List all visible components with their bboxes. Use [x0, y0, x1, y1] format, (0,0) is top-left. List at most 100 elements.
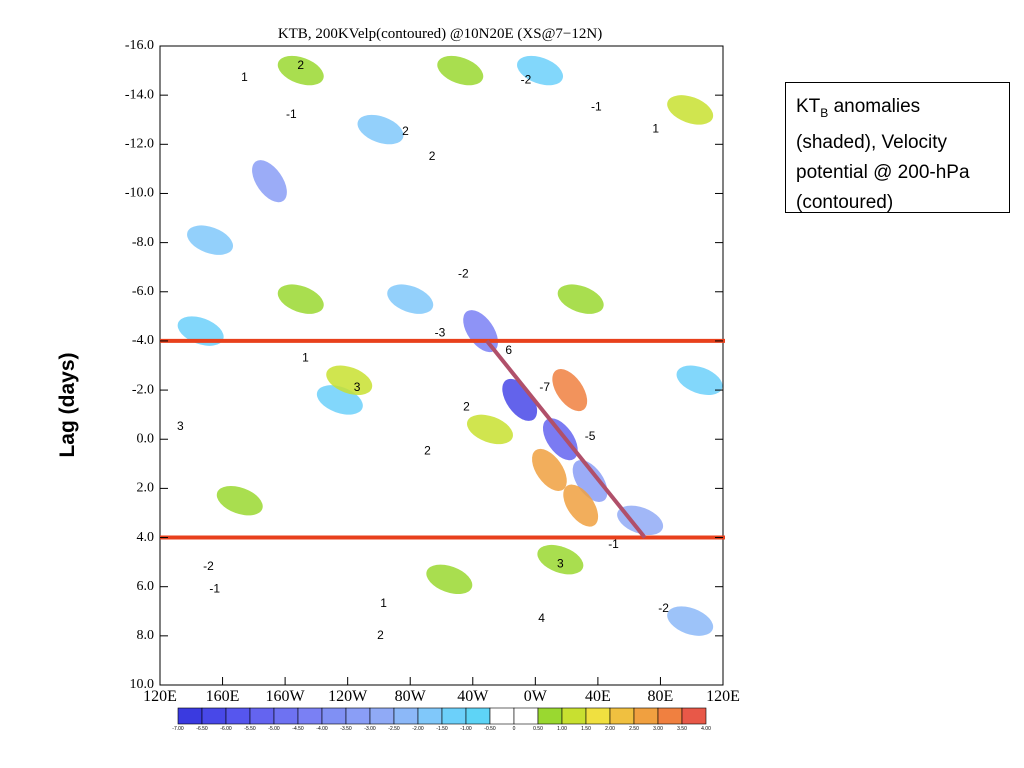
- contour-label: -2: [521, 73, 532, 87]
- x-tick-label: 0W: [524, 688, 548, 705]
- shaded-anomaly: [357, 114, 404, 145]
- colorbar-label: -6.00: [220, 726, 232, 732]
- contour-label: -3: [435, 326, 446, 340]
- colorbar-label: -7.00: [172, 726, 184, 732]
- contour-label: 2: [424, 444, 431, 458]
- colorbar-label: -5.50: [244, 726, 256, 732]
- x-tick-label: 160W: [266, 688, 306, 705]
- contour-label: 4: [538, 611, 545, 625]
- contour-label: 3: [557, 557, 564, 571]
- y-tick-label: -2.0: [132, 382, 154, 397]
- colorbar-swatch: [681, 707, 707, 725]
- contour-label: -5: [585, 429, 596, 443]
- colorbar-label: -2.00: [412, 726, 424, 732]
- shaded-anomaly: [542, 418, 578, 461]
- shaded-anomaly: [552, 369, 588, 412]
- x-tick-label: 120E: [143, 688, 177, 705]
- y-tick-label: -10.0: [125, 186, 154, 201]
- colorbar-swatch: [297, 707, 323, 725]
- shaded-anomaly: [563, 484, 599, 527]
- shaded-anomaly: [252, 160, 287, 203]
- chart-title: KTB, 200KVelp(contoured) @10N20E (XS@7−1…: [278, 26, 602, 42]
- shaded-anomaly: [437, 55, 484, 86]
- shaded-anomaly: [216, 485, 263, 516]
- colorbar-swatch: [465, 707, 491, 725]
- shaded-anomaly: [667, 95, 714, 125]
- contour-label: -2: [458, 267, 469, 281]
- contour-label: 2: [402, 124, 409, 138]
- colorbar-swatch: [249, 707, 275, 725]
- colorbar-label: 2.50: [629, 726, 639, 732]
- colorbar-swatch: [225, 707, 251, 725]
- colorbar-swatch: [393, 707, 419, 725]
- y-tick-label: 0.0: [137, 431, 155, 446]
- shaded-anomaly: [387, 284, 434, 314]
- colorbar-label: -4.50: [292, 726, 304, 732]
- colorbar-swatch: [585, 707, 611, 725]
- shaded-anomaly: [426, 564, 473, 595]
- contour-label: 6: [505, 343, 512, 357]
- shaded-anomaly: [326, 365, 373, 395]
- plot-frame: [159, 45, 724, 686]
- colorbar-swatch: [273, 707, 299, 725]
- colorbar-label: -4.00: [316, 726, 328, 732]
- shaded-anomaly: [187, 225, 234, 255]
- contour-label: -2: [658, 601, 669, 615]
- colorbar-label: -3.00: [364, 726, 376, 732]
- colorbar-label: 1.50: [581, 726, 591, 732]
- y-axis-label: Lag (days): [56, 352, 79, 458]
- shaded-anomaly: [667, 606, 714, 636]
- y-tick-label: 10.0: [130, 677, 155, 692]
- x-tick-label: 80E: [648, 688, 674, 705]
- x-tick-label: 160E: [206, 688, 240, 705]
- colorbar-label: 3.50: [677, 726, 687, 732]
- contour-label: -1: [591, 100, 602, 114]
- colorbar-swatch: [537, 707, 563, 725]
- shaded-anomaly: [466, 414, 513, 445]
- shaded-anomaly: [177, 316, 224, 346]
- y-tick-label: -16.0: [125, 38, 154, 53]
- shaded-anomaly: [277, 55, 324, 86]
- annotation-text: KT: [796, 96, 821, 117]
- shaded-anomaly: [517, 55, 564, 86]
- colorbar-label: 2.00: [605, 726, 615, 732]
- colorbar-label: -1.00: [460, 726, 472, 732]
- y-tick-label: -8.0: [132, 235, 154, 250]
- x-tick-label: 120W: [328, 688, 368, 705]
- annotation-subscript: B: [820, 105, 829, 120]
- shaded-anomaly: [532, 448, 567, 491]
- x-tick-label: 40E: [585, 688, 611, 705]
- y-tick-label: -14.0: [125, 87, 154, 102]
- colorbar-swatch: [513, 707, 539, 725]
- colorbar-label: 0.50: [533, 726, 543, 732]
- colorbar-swatch: [321, 707, 347, 725]
- colorbar-swatch: [609, 707, 635, 725]
- colorbar-swatch: [345, 707, 371, 725]
- colorbar-swatch: [369, 707, 395, 725]
- colorbar-label: -3.50: [340, 726, 352, 732]
- contour-label: 2: [429, 149, 436, 163]
- colorbar-swatch: [201, 707, 227, 725]
- y-tick-label: -4.0: [132, 333, 154, 348]
- x-tick-label: 80W: [395, 688, 427, 705]
- colorbar-label: -6.50: [196, 726, 208, 732]
- colorbar-swatch: [633, 707, 659, 725]
- y-tick-label: -6.0: [132, 284, 154, 299]
- contour-label: 1: [302, 350, 309, 364]
- colorbar-label: 3.00: [653, 726, 663, 732]
- colorbar-swatch: [489, 707, 515, 725]
- contour-label: 1: [241, 70, 248, 84]
- colorbar-label: -5.00: [268, 726, 280, 732]
- contour-label: 2: [463, 399, 470, 413]
- colorbar-label: 1.00: [557, 726, 567, 732]
- shaded-anomaly: [676, 365, 723, 395]
- trend-line: [485, 339, 647, 539]
- colorbar-swatch: [561, 707, 587, 725]
- colorbar-label: -0.50: [484, 726, 496, 732]
- colorbar-label: 0: [513, 726, 516, 732]
- contour-label: -1: [608, 537, 619, 551]
- y-tick-label: 8.0: [137, 628, 155, 643]
- colorbar-swatch: [657, 707, 683, 725]
- colorbar-swatch: [177, 707, 203, 725]
